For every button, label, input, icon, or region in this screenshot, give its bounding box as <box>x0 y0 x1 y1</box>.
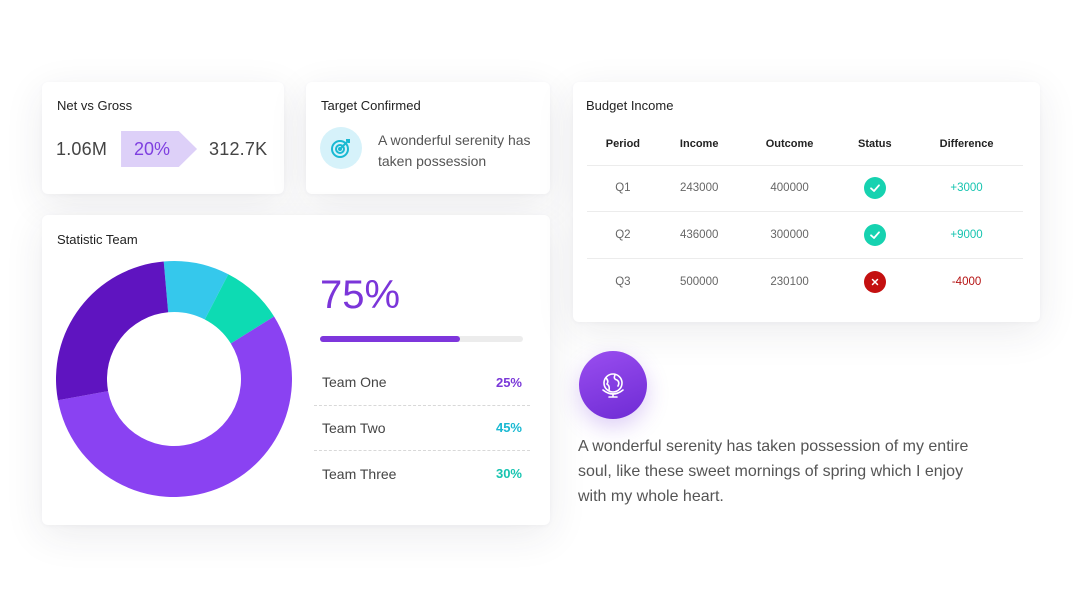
gross-value: 312.7K <box>209 138 268 159</box>
outcome-cell: 400000 <box>739 165 840 212</box>
net-gross-row: 1.06M 20% 312.7K <box>56 131 267 167</box>
period-cell: Q3 <box>615 275 631 288</box>
feature-description: A wonderful serenity has taken possessio… <box>578 438 969 505</box>
target-description: A wonderful serenity has taken possessio… <box>378 132 531 169</box>
net-value: 1.06M <box>56 138 108 159</box>
check-icon <box>863 177 886 200</box>
column-header: Status <box>839 124 911 166</box>
list-item: Team Three 30% <box>314 451 530 497</box>
team-donut-chart <box>56 261 292 497</box>
donut-segment-3 <box>57 316 292 497</box>
income-cell: 243000 <box>658 165 740 212</box>
target-icon <box>320 127 362 169</box>
table-row: Q2 436000 300000 +9000 <box>587 211 1023 259</box>
table-row: Q3 500000 230100 -4000 <box>587 258 1023 305</box>
table-row: Q1 243000 400000 +3000 <box>587 165 1023 212</box>
income-cell: 436000 <box>658 211 740 259</box>
globe-button[interactable] <box>579 351 647 419</box>
column-header: Income <box>658 124 740 166</box>
team-percent: 45% <box>495 420 522 436</box>
difference-cell: +3000 <box>910 165 1023 212</box>
target-confirmed-card: Target Confirmed A wonderful serenity ha… <box>306 82 550 194</box>
status-cell <box>839 211 911 259</box>
difference-cell: -4000 <box>951 275 982 288</box>
progress-track <box>320 336 523 342</box>
outcome-cell: 300000 <box>739 211 840 259</box>
card-title: Target Confirmed <box>321 98 421 113</box>
difference-cell: +9000 <box>910 211 1023 259</box>
percent-arrow-badge: 20% <box>121 131 198 167</box>
donut-segment-4 <box>56 261 169 401</box>
list-item: Team Two 45% <box>314 406 530 451</box>
column-header: Period <box>587 124 659 166</box>
table-header-row: Period Income Outcome Status Difference <box>587 124 1023 166</box>
team-percent: 30% <box>495 466 522 482</box>
close-icon <box>863 270 886 293</box>
card-title: Budget Income <box>586 98 674 113</box>
budget-table: Period Income Outcome Status Difference … <box>587 124 1023 305</box>
outcome-cell: 230100 <box>770 275 809 288</box>
list-item: Team One 25% <box>314 360 530 406</box>
column-header: Difference <box>910 124 1023 166</box>
team-list: Team One 25% Team Two 45% Team Three 30% <box>314 360 530 497</box>
card-title: Net vs Gross <box>57 98 133 113</box>
period-cell: Q2 <box>587 211 659 259</box>
net-vs-gross-card: Net vs Gross 1.06M 20% 312.7K <box>42 82 284 194</box>
team-percent: 25% <box>495 374 522 390</box>
column-header: Outcome <box>739 124 840 166</box>
check-icon <box>863 223 886 246</box>
total-percent: 75% <box>320 273 401 317</box>
card-title: Statistic Team <box>57 232 138 247</box>
statistic-team-card: Statistic Team 75% Team One 25% Team Two… <box>42 215 550 525</box>
team-name: Team Three <box>322 465 397 482</box>
donut-segment-2 <box>204 274 275 344</box>
donut-segment-1 <box>163 261 229 320</box>
globe-icon <box>602 373 624 398</box>
progress-fill <box>320 336 461 342</box>
income-cell: 500000 <box>680 275 719 288</box>
team-name: Team Two <box>322 419 386 436</box>
period-cell: Q1 <box>587 165 659 212</box>
status-cell <box>839 165 911 212</box>
budget-income-card: Budget Income Period Income Outcome Stat… <box>573 82 1040 322</box>
team-name: Team One <box>322 374 387 391</box>
status-cell <box>840 258 911 305</box>
